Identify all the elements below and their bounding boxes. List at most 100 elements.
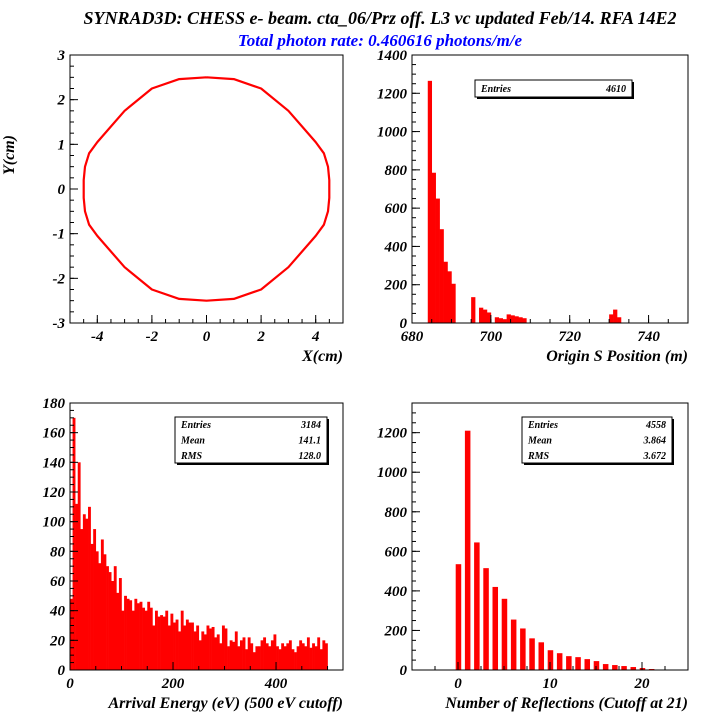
histogram-bar (245, 649, 249, 670)
histogram-bar (479, 307, 484, 323)
histogram-bar (206, 625, 210, 670)
x-tick-label: -4 (91, 329, 104, 345)
histogram-bar (100, 539, 104, 670)
stats-label: Entries (527, 420, 558, 431)
histogram-bar (288, 640, 292, 670)
y-tick-label: 80 (50, 544, 66, 560)
histogram-bar (149, 607, 153, 670)
histogram-bar (98, 563, 102, 670)
histogram-bar (299, 640, 303, 670)
histogram-bar (113, 566, 117, 670)
histogram-bar (312, 643, 315, 670)
histogram-bar (273, 634, 277, 670)
histogram-bar (252, 652, 256, 670)
x-tick-label: 0 (66, 676, 74, 692)
histogram-bar (129, 600, 133, 670)
stats-box (521, 416, 673, 464)
histogram-bar (201, 631, 205, 670)
histogram-bar (121, 610, 125, 670)
histogram-bar (291, 649, 295, 670)
histogram-bar (170, 613, 174, 670)
histogram-bar (173, 622, 176, 670)
plot-arrival-energy: 0 200 400 0 20 40 60 80 100 120 140 160 180 Arrival E… (43, 396, 344, 712)
histogram-bar (427, 80, 433, 323)
histogram-bar (529, 638, 535, 670)
histogram-bar (198, 640, 202, 670)
histogram-bar (510, 315, 515, 323)
x-tick-label: 700 (480, 329, 503, 345)
stats-box (474, 79, 633, 98)
histogram-bar (90, 543, 94, 670)
histogram-bar (630, 667, 637, 670)
plot-frame (69, 54, 344, 324)
histogram-bar (593, 661, 600, 670)
histogram-bar (276, 646, 279, 670)
y-tick-label: -2 (53, 271, 66, 287)
histogram-bar (239, 640, 243, 670)
histogram-bar (464, 430, 471, 670)
x-tick-label: 10 (543, 676, 559, 692)
stats-value: 4610 (605, 84, 626, 95)
histogram-bar (232, 641, 236, 670)
y-tick-label: -1 (53, 227, 66, 243)
histogram-bar (494, 317, 500, 323)
x-tick-label: 200 (161, 676, 185, 692)
histogram-bar (621, 666, 627, 670)
histogram-bar (211, 626, 215, 670)
histogram-bar (483, 568, 489, 670)
y-tick-label: 1200 (377, 86, 408, 102)
histogram-bar (221, 625, 225, 670)
figure-title: SYNRAD3D: CHESS e- beam. cta_06/Prz off.… (83, 8, 676, 28)
histogram-bar (139, 601, 143, 670)
plot-beam-profile: -4 -2 0 2 4 -3 -2 -1 0 1 2 3 X(cm) Y(cm) (1, 48, 344, 365)
x-tick-label: 2 (256, 329, 265, 345)
stats-value: 141.1 (299, 436, 322, 447)
beam-outline (82, 76, 331, 302)
stats-label: Mean (180, 436, 205, 447)
histogram-bar (286, 643, 290, 670)
histogram-bar (152, 625, 156, 670)
y-tick-label: 120 (43, 485, 66, 501)
y-tick-label: 800 (385, 163, 408, 179)
x-axis-label: Number of Reflections (Cutoff at 21) (444, 695, 688, 712)
histogram-bar (498, 318, 503, 323)
histogram-bar (147, 601, 151, 670)
histogram-bar (518, 317, 523, 323)
histogram-bar (281, 643, 285, 670)
histogram-bar (82, 514, 86, 670)
histogram-bar (216, 634, 220, 670)
histogram-bar (250, 643, 254, 670)
histogram-bar (196, 625, 200, 670)
y-tick-label: 200 (384, 623, 408, 639)
histogram-bar (431, 172, 436, 323)
histogram-bar (301, 643, 305, 670)
stats-value: 3.864 (643, 436, 667, 447)
histogram-bar (322, 640, 326, 670)
histogram-bar (471, 297, 476, 323)
histogram-bar (224, 628, 228, 670)
stats-value: 4558 (645, 420, 666, 431)
x-tick-label: -2 (146, 329, 159, 345)
histogram-bar (314, 646, 318, 670)
histogram-bar (142, 607, 145, 670)
histogram-bar (612, 665, 618, 670)
y-tick-label: 400 (384, 584, 408, 600)
histogram-bar (183, 625, 187, 670)
histogram-bar (111, 581, 115, 670)
histogram-bar (501, 598, 508, 670)
y-tick-label: 600 (385, 544, 408, 560)
y-tick-label: 40 (49, 604, 66, 620)
histogram-bar (185, 619, 189, 670)
histogram-bar (296, 646, 300, 670)
histogram-bar (106, 566, 109, 670)
histogram-bar (443, 261, 448, 323)
y-tick-label: 140 (43, 455, 66, 471)
histogram-bar (88, 506, 91, 670)
histogram-bar (247, 637, 251, 670)
histogram-bar (556, 653, 563, 670)
histogram-bar (209, 628, 212, 670)
histogram-bar (270, 640, 274, 670)
histogram-bar (514, 316, 519, 323)
